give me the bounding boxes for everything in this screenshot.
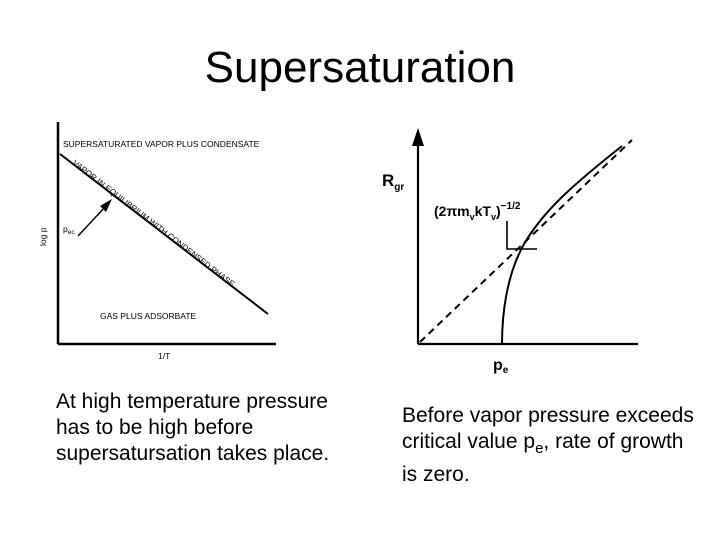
right-caption-main: Before vapor pressure exceeds critical v… [402, 404, 694, 453]
equilibrium-line-label: VAPOR IN EQUILIBRIUM WITH CONDENSED PHAS… [71, 158, 237, 289]
y-axis-arrowhead [412, 128, 424, 146]
slope-triangle [506, 221, 537, 250]
equilibrium-diagram: SUPERSATURATED VAPOR PLUS CONDENSATE VAP… [38, 122, 276, 361]
x-axis-label: 1/T [158, 351, 170, 361]
equilibrium-line [59, 153, 269, 315]
region-bottom-label: GAS PLUS ADSORBATE [100, 311, 197, 321]
y-axis-label: Rgr [382, 171, 404, 193]
y-axis-label: log p [38, 227, 48, 246]
left-caption: At high temperature pressure has to be h… [56, 390, 330, 465]
right-caption-subscript: e [535, 440, 544, 458]
pointer-arrow-head [100, 199, 112, 212]
growth-rate-diagram: Rgr (2πmvkTv)−1/2 pe [382, 128, 638, 376]
arrow-label: pec [63, 224, 75, 236]
pointer-arrow-shaft [77, 205, 107, 237]
slide-title: Supersaturation [204, 43, 516, 92]
right-caption-tail: , rate of growth is zero. [402, 430, 684, 487]
right-caption: Before vapor pressure exceeds critical v… [402, 403, 702, 488]
growth-rate-curve [501, 145, 623, 345]
slope-label: (2πmvkTv)−1/2 [434, 201, 521, 222]
x-marker-label: pe [493, 357, 509, 376]
region-top-label: SUPERSATURATED VAPOR PLUS CONDENSATE [63, 139, 260, 149]
